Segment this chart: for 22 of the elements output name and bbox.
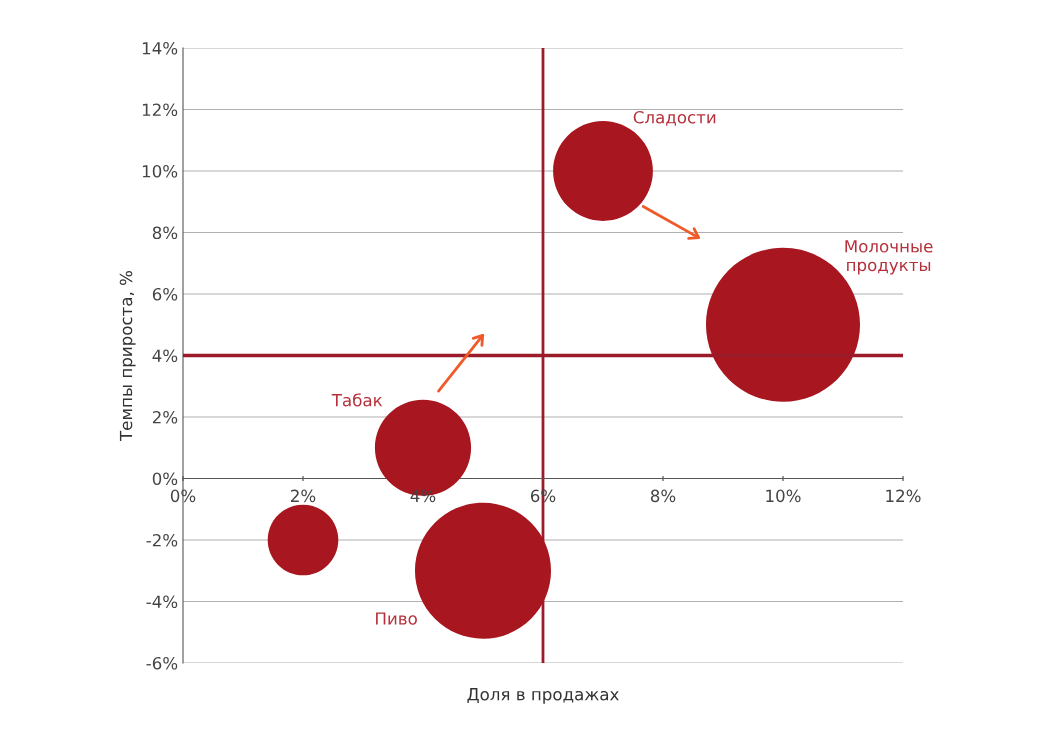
annotation: Пиво <box>376 612 417 625</box>
y-tick-label: -4% <box>146 595 178 609</box>
x-tick-label: 8% <box>650 489 676 503</box>
x-tick-label: 0% <box>170 489 196 503</box>
annotation: Сладости <box>633 110 716 126</box>
x-tick-label: 12% <box>886 489 921 503</box>
x-tick-label: 10% <box>766 489 801 503</box>
y-tick-label: -6% <box>146 656 178 670</box>
y-tick-label: 8% <box>152 226 178 240</box>
y-tick-label: 0% <box>152 472 178 486</box>
y-tick-label: -2% <box>146 533 178 547</box>
annotation: Табак <box>331 393 383 407</box>
y-tick-label: 6% <box>152 287 178 301</box>
x-tick-label: 2% <box>291 489 316 503</box>
y-tick-label: 12% <box>142 103 178 117</box>
y-tick-label: 10% <box>142 164 178 178</box>
y-tick-label: 14% <box>142 41 178 55</box>
annotation: Молочные продукты <box>845 240 933 275</box>
y-axis-title: Темпы прироста, % <box>119 270 136 442</box>
x-axis-title: Доля в продажах <box>467 688 619 704</box>
y-tick-label: 2% <box>152 410 178 424</box>
y-tick-label: 4% <box>152 349 178 363</box>
